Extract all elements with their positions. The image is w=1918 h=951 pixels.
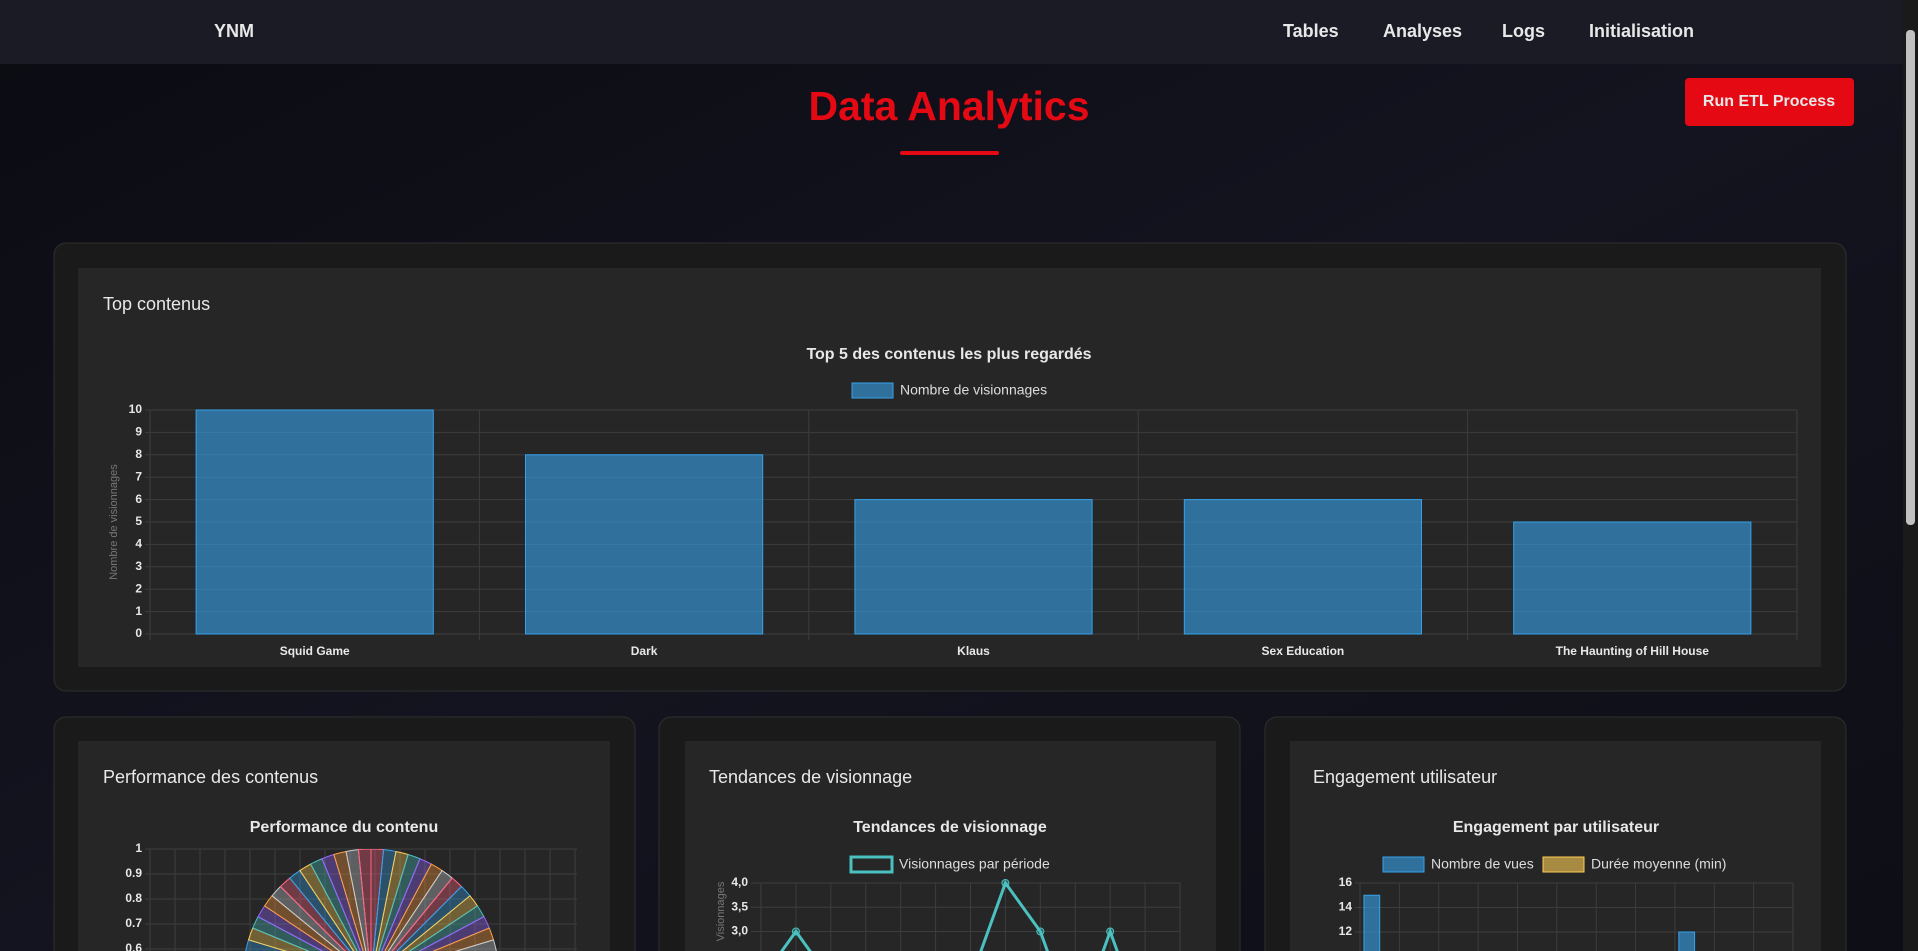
chart-card: Performance des contenus Performance du c… bbox=[53, 716, 636, 951]
plot: 12 14 16 bbox=[1339, 875, 1794, 951]
x-tick-label: The Haunting of Hill House bbox=[1556, 644, 1710, 658]
y-tick-label: 16 bbox=[1339, 875, 1353, 889]
card-panel bbox=[78, 741, 610, 951]
nav-link[interactable]: Logs bbox=[1502, 21, 1545, 41]
line bbox=[780, 879, 1119, 951]
point bbox=[1106, 927, 1115, 936]
chart-title: Top 5 des contenus les plus regardés bbox=[806, 346, 1091, 363]
y-tick-label: 12 bbox=[1339, 924, 1353, 938]
nav-link[interactable]: Tables bbox=[1283, 21, 1339, 41]
bar bbox=[1678, 931, 1696, 951]
y-tick-label: 14 bbox=[1339, 900, 1353, 914]
legend-label: Nombre de visionnages bbox=[900, 382, 1047, 398]
chart-title: Performance du contenu bbox=[250, 819, 438, 836]
y-tick-label: 3 bbox=[135, 559, 142, 573]
bar bbox=[854, 499, 1093, 635]
page-title: Data Analytics bbox=[808, 83, 1089, 129]
y-tick-label: 10 bbox=[129, 402, 143, 416]
chart-title: Engagement par utilisateur bbox=[1453, 819, 1659, 836]
y-tick-label: 3,0 bbox=[731, 924, 748, 938]
y-tick-label: 4 bbox=[135, 537, 142, 551]
etl-button-label[interactable]: Run ETL Process bbox=[1703, 93, 1835, 110]
pie-decoration bbox=[245, 849, 497, 951]
etl-button[interactable] bbox=[1685, 78, 1854, 126]
y-tick-label: 6 bbox=[135, 492, 142, 506]
pie-slice bbox=[357, 849, 372, 951]
pie-slice bbox=[454, 939, 497, 951]
y-tick-label: 8 bbox=[135, 447, 142, 461]
legend-swatch bbox=[1382, 856, 1425, 873]
legend-swatch bbox=[1542, 856, 1585, 873]
bar bbox=[195, 409, 434, 635]
navbar bbox=[0, 0, 1918, 64]
y-tick-label: 0 bbox=[135, 626, 142, 640]
y-axis-title: Nombre de visionnages bbox=[108, 464, 120, 580]
card-title: Tendances de visionnage bbox=[709, 767, 912, 787]
point bbox=[1036, 927, 1045, 936]
y-tick-label: 9 bbox=[135, 425, 142, 439]
card-title: Engagement utilisateur bbox=[1313, 767, 1497, 787]
legend-label: Visionnages par période bbox=[899, 856, 1050, 872]
legend-swatch bbox=[849, 855, 894, 874]
brand[interactable]: YNM bbox=[214, 21, 254, 41]
point bbox=[791, 927, 800, 936]
x-tick-label: Klaus bbox=[957, 644, 990, 658]
bar bbox=[525, 454, 764, 635]
nav-link[interactable]: Initialisation bbox=[1589, 21, 1694, 41]
nav-link[interactable]: Analyses bbox=[1383, 21, 1462, 41]
point bbox=[1001, 879, 1010, 887]
bar bbox=[1363, 894, 1381, 951]
bar bbox=[1513, 521, 1752, 635]
y-tick-label: 1 bbox=[135, 604, 142, 618]
y-tick-label: 7 bbox=[135, 469, 142, 483]
legend-label: Durée moyenne (min) bbox=[1591, 856, 1726, 872]
y-tick-label: 0.6 bbox=[125, 941, 142, 951]
y-tick-label: 0.7 bbox=[125, 916, 142, 930]
x-tick-label: Dark bbox=[631, 644, 658, 658]
bar bbox=[1183, 499, 1422, 635]
title-underline bbox=[900, 151, 999, 155]
y-tick-label: 1 bbox=[135, 841, 142, 855]
chart-title: Tendances de visionnage bbox=[853, 819, 1047, 836]
x-tick-label: Sex Education bbox=[1262, 644, 1345, 658]
legend-label: Nombre de vues bbox=[1431, 856, 1534, 872]
y-tick-label: 3,5 bbox=[731, 899, 748, 913]
plot: 0.6 0.7 0.8 0.9 1 bbox=[125, 841, 577, 951]
y-tick-label: 0.8 bbox=[125, 891, 142, 905]
card-title: Performance des contenus bbox=[103, 767, 318, 787]
y-tick-label: 5 bbox=[135, 514, 142, 528]
y-tick-label: 4,0 bbox=[731, 875, 748, 889]
legend-swatch bbox=[851, 382, 894, 399]
chart-card: Top contenus Top 5 des contenus les plus … bbox=[53, 242, 1847, 692]
scrollbar-thumb[interactable] bbox=[1906, 30, 1915, 525]
x-tick-label: Squid Game bbox=[280, 644, 350, 658]
y-tick-label: 2 bbox=[135, 581, 142, 595]
chart-card: Tendances de visionnage Tendances de visi… bbox=[658, 716, 1241, 951]
card-panel bbox=[685, 741, 1216, 951]
chart-card: Engagement utilisateur Engagement par uti… bbox=[1264, 716, 1847, 951]
plot: 0 1 2 3 4 5 6 7 8 9 10 Nombre de visionnages Squid G… bbox=[108, 402, 1798, 658]
y-axis-title: Visionnages bbox=[715, 881, 727, 941]
plot: 3,0 3,5 4,0 Visionnages bbox=[715, 875, 1181, 951]
card-title: Top contenus bbox=[103, 294, 210, 314]
y-tick-label: 0.9 bbox=[125, 866, 142, 880]
